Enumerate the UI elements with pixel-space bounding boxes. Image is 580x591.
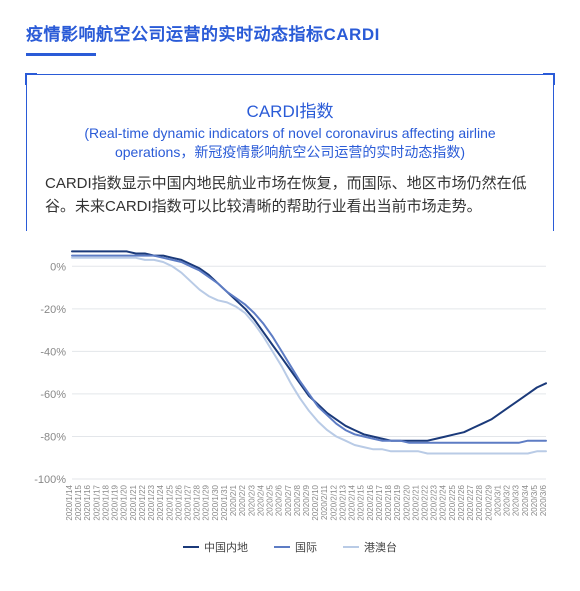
headline-underline	[26, 53, 96, 56]
svg-text:2020/1/16: 2020/1/16	[83, 485, 92, 521]
svg-text:2020/2/15: 2020/2/15	[357, 485, 366, 521]
svg-text:2020/1/19: 2020/1/19	[111, 485, 120, 521]
svg-text:-100%: -100%	[34, 474, 66, 486]
legend-label: 中国内地	[204, 539, 248, 555]
svg-text:2020/2/20: 2020/2/20	[402, 485, 411, 521]
svg-text:2020/2/18: 2020/2/18	[384, 485, 393, 521]
svg-text:-80%: -80%	[40, 432, 66, 444]
svg-text:2020/1/25: 2020/1/25	[165, 485, 174, 521]
svg-text:2020/1/22: 2020/1/22	[138, 485, 147, 521]
svg-text:2020/2/29: 2020/2/29	[484, 485, 493, 521]
svg-text:2020/3/3: 2020/3/3	[512, 485, 521, 517]
svg-text:2020/1/29: 2020/1/29	[202, 485, 211, 521]
svg-text:2020/2/21: 2020/2/21	[411, 485, 420, 521]
page: 疫情影响航空公司运营的实时动态指标CARDI CARDI指数 (Real-tim…	[0, 0, 580, 591]
svg-text:2020/2/8: 2020/2/8	[293, 485, 302, 517]
legend-swatch	[343, 546, 359, 548]
svg-text:2020/2/9: 2020/2/9	[302, 485, 311, 517]
info-body: CARDI指数显示中国内地民航业市场在恢复，而国际、地区市场仍然在低谷。未来CA…	[45, 172, 535, 219]
svg-text:2020/3/6: 2020/3/6	[539, 485, 548, 517]
svg-text:2020/2/1: 2020/2/1	[229, 485, 238, 517]
svg-text:2020/2/26: 2020/2/26	[457, 485, 466, 521]
svg-text:2020/1/31: 2020/1/31	[220, 485, 229, 521]
legend-item: 中国内地	[183, 539, 248, 555]
chart-container: 0%-20%-40%-60%-80%-100%2020/1/142020/1/1…	[26, 231, 554, 555]
svg-text:2020/2/13: 2020/2/13	[338, 485, 347, 521]
svg-text:2020/1/27: 2020/1/27	[184, 485, 193, 521]
svg-text:2020/3/4: 2020/3/4	[521, 485, 530, 517]
svg-text:2020/1/14: 2020/1/14	[65, 485, 74, 521]
svg-text:2020/2/19: 2020/2/19	[393, 485, 402, 521]
legend-label: 港澳台	[364, 539, 397, 555]
legend-label: 国际	[295, 539, 317, 555]
legend-swatch	[274, 546, 290, 548]
svg-text:2020/2/22: 2020/2/22	[421, 485, 430, 521]
svg-text:2020/1/28: 2020/1/28	[193, 485, 202, 521]
svg-text:2020/1/26: 2020/1/26	[174, 485, 183, 521]
corner-decoration-tr	[543, 73, 555, 85]
svg-text:2020/1/21: 2020/1/21	[129, 485, 138, 521]
svg-text:-60%: -60%	[40, 389, 66, 401]
svg-text:2020/2/24: 2020/2/24	[439, 485, 448, 521]
chart-legend: 中国内地 国际 港澳台	[26, 539, 554, 555]
headline: 疫情影响航空公司运营的实时动态指标CARDI	[26, 20, 554, 45]
svg-text:2020/1/20: 2020/1/20	[120, 485, 129, 521]
svg-text:0%: 0%	[50, 262, 66, 274]
legend-item: 港澳台	[343, 539, 397, 555]
info-title: CARDI指数	[45, 97, 535, 122]
svg-text:2020/2/11: 2020/2/11	[320, 485, 329, 521]
svg-text:2020/2/3: 2020/2/3	[247, 485, 256, 517]
svg-text:2020/2/6: 2020/2/6	[275, 485, 284, 517]
svg-text:2020/1/15: 2020/1/15	[74, 485, 83, 521]
svg-text:2020/1/23: 2020/1/23	[147, 485, 156, 521]
svg-text:2020/2/16: 2020/2/16	[366, 485, 375, 521]
svg-text:2020/2/25: 2020/2/25	[448, 485, 457, 521]
series-line-国际	[72, 256, 546, 443]
svg-text:-40%: -40%	[40, 347, 66, 359]
corner-decoration-tl	[25, 73, 37, 85]
legend-swatch	[183, 546, 199, 548]
cardi-line-chart: 0%-20%-40%-60%-80%-100%2020/1/142020/1/1…	[26, 235, 554, 535]
svg-text:2020/2/5: 2020/2/5	[266, 485, 275, 517]
svg-text:2020/1/24: 2020/1/24	[156, 485, 165, 521]
svg-text:2020/2/17: 2020/2/17	[375, 485, 384, 521]
svg-text:2020/2/14: 2020/2/14	[348, 485, 357, 521]
svg-text:2020/2/7: 2020/2/7	[284, 485, 293, 517]
svg-text:2020/2/27: 2020/2/27	[466, 485, 475, 521]
svg-text:2020/3/2: 2020/3/2	[503, 485, 512, 517]
svg-text:2020/2/2: 2020/2/2	[238, 485, 247, 517]
svg-text:2020/1/30: 2020/1/30	[211, 485, 220, 521]
svg-text:2020/2/12: 2020/2/12	[329, 485, 338, 521]
svg-text:2020/1/18: 2020/1/18	[101, 485, 110, 521]
info-subtitle: (Real-time dynamic indicators of novel c…	[45, 124, 535, 162]
svg-text:2020/3/5: 2020/3/5	[530, 485, 539, 517]
svg-text:2020/2/28: 2020/2/28	[475, 485, 484, 521]
svg-text:2020/2/4: 2020/2/4	[256, 485, 265, 517]
svg-text:2020/1/17: 2020/1/17	[92, 485, 101, 521]
series-line-港澳台	[72, 258, 546, 454]
svg-text:2020/2/23: 2020/2/23	[430, 485, 439, 521]
legend-item: 国际	[274, 539, 317, 555]
svg-text:2020/2/10: 2020/2/10	[311, 485, 320, 521]
svg-text:-20%: -20%	[40, 304, 66, 316]
svg-text:2020/3/1: 2020/3/1	[493, 485, 502, 517]
